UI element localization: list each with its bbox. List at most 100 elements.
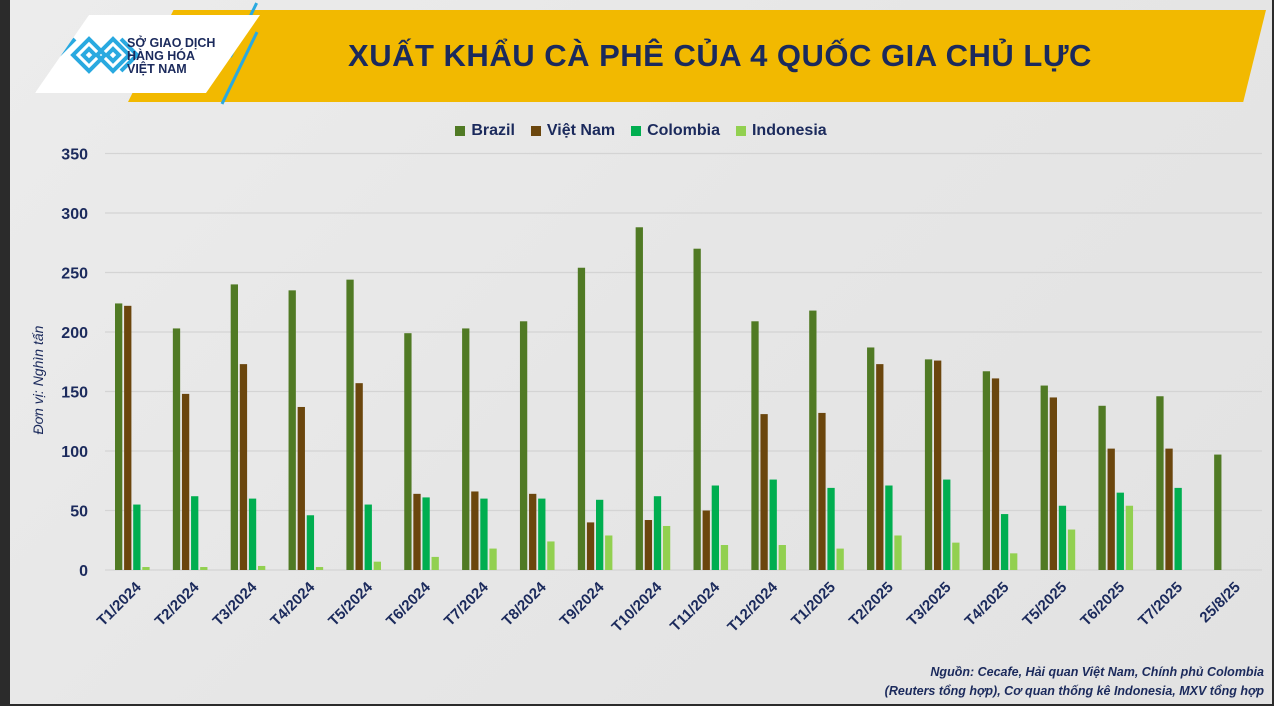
bar-brazil [288,290,296,570]
bar-colombia [653,496,662,570]
bar-việt-nam [1107,448,1115,570]
x-tick-label: T1/2025 [788,579,839,630]
bar-việt-nam [1165,448,1173,570]
bar-colombia [248,498,257,570]
bar-colombia [885,485,893,570]
bar-indonesia [258,565,266,570]
x-tick-label: T10/2024 [609,578,666,635]
y-tick-label: 300 [61,206,88,223]
x-tick-label: T3/2025 [904,579,955,630]
bar-indonesia [1125,505,1134,570]
y-tick-label: 100 [61,444,88,461]
y-tick-label: 50 [70,504,88,521]
bar-brazil [982,371,991,570]
bar-việt-nam [297,406,305,570]
bar-brazil [924,359,933,570]
legend-item-colombia: Colombia [631,122,720,140]
bar-indonesia [200,567,208,570]
bar-brazil [1040,385,1048,570]
bar-brazil [519,321,528,570]
bar-việt-nam [1049,397,1057,570]
bar-indonesia [142,567,150,570]
bar-colombia [711,485,719,570]
bar-việt-nam [991,378,1000,570]
bar-việt-nam [239,364,248,570]
logo-line: VIỆT NAM [127,62,187,76]
bar-colombia [422,497,430,570]
bar-indonesia [952,542,960,570]
bar-brazil [1214,454,1222,570]
bar-brazil [751,321,759,570]
bar-brazil [115,303,123,570]
bar-colombia [133,504,141,570]
x-tick-label: T4/2025 [962,579,1013,630]
legend-item-brazil: Brazil [455,122,515,140]
bar-indonesia [1010,553,1018,570]
bar-brazil [462,328,470,570]
bar-colombia [1174,487,1182,570]
x-tick-label: T7/2025 [1135,579,1186,630]
bar-brazil [867,347,875,570]
bar-indonesia [662,525,671,570]
bar-việt-nam [413,493,421,570]
legend-label: Brazil [471,122,515,139]
bar-indonesia [778,545,786,570]
y-tick-label: 250 [61,266,88,283]
x-tick-label: T11/2024 [667,578,724,635]
bar-colombia [306,515,315,570]
x-tick-label: T5/2024 [325,578,376,629]
legend-item-indonesia: Indonesia [735,122,827,140]
logo-line: HÀNG HÓA [127,49,196,63]
x-tick-label: T3/2024 [210,578,261,629]
x-tick-label: T12/2024 [724,578,781,635]
legend-label: Indonesia [751,122,827,139]
bar-việt-nam [586,522,595,570]
bar-việt-nam [702,510,710,570]
x-tick-label: T4/2024 [267,578,318,629]
legend-item-vietnam: Việt Nam [530,122,615,140]
legend-swatch [631,126,642,136]
bar-colombia [364,504,372,570]
bar-indonesia [605,535,613,570]
x-tick-label: T6/2024 [383,578,434,629]
bar-colombia [943,479,951,570]
bar-indonesia [894,535,902,570]
x-tick-label: T2/2024 [152,578,203,629]
bar-colombia [480,498,488,570]
x-tick-label: T8/2024 [499,578,550,629]
bar-indonesia [1067,529,1076,570]
bar-brazil [404,333,412,570]
bar-brazil [172,328,181,570]
x-tick-label: T1/2024 [94,578,145,629]
y-axis-label: Đơn vị: Nghìn tấn [30,325,46,435]
bar-indonesia [315,567,324,570]
title-banner [128,10,1266,102]
source-line: (Reuters tổng hợp), Cơ quan thống kê Ind… [884,684,1264,698]
bar-indonesia [720,545,729,570]
x-tick-label: 25/8/25 [1196,579,1243,626]
bar-brazil [635,227,643,570]
logo-text: SỞ GIAO DỊCH HÀNG HÓA VIỆT NAM [127,37,215,76]
x-tick-label: T6/2025 [1077,579,1128,630]
bar-colombia [538,498,546,570]
bar-brazil [1098,405,1106,570]
x-tick-label: T9/2024 [557,578,608,629]
bar-indonesia [836,548,844,570]
bar-colombia [1058,505,1067,570]
x-tick-label: T7/2024 [441,578,492,629]
bar-việt-nam [644,520,653,570]
bar-việt-nam [934,360,942,570]
bar-brazil [346,279,354,570]
y-tick-label: 350 [61,147,88,164]
bar-việt-nam [181,393,190,570]
bar-việt-nam [529,493,537,570]
chart-canvas: SỞ GIAO DỊCH HÀNG HÓA VIỆT NAM XUẤT KHẨU… [10,0,1272,704]
legend-swatch [530,126,541,136]
legend-swatch [455,126,466,136]
bar-indonesia [489,548,497,570]
logo-line: SỞ GIAO DỊCH [127,36,216,50]
bar-brazil [577,267,586,570]
bar-việt-nam [760,414,768,570]
